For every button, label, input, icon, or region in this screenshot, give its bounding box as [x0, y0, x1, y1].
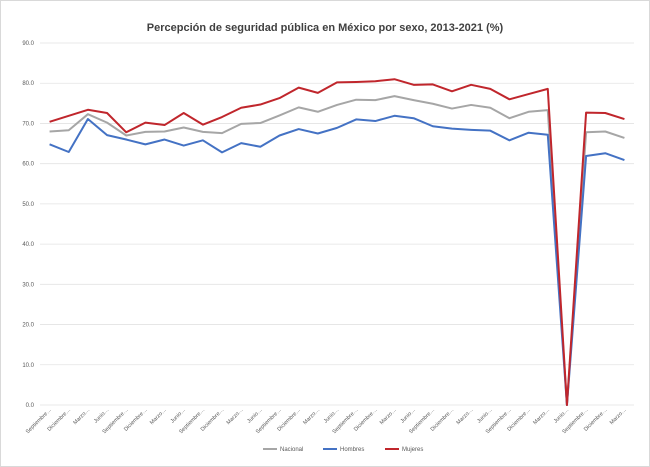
series-line-mujeres [49, 78, 625, 406]
legend-label: Hombres [340, 447, 364, 453]
x-tick-label: Marzo… [226, 407, 245, 426]
y-tick-label: 70.0 [22, 121, 34, 127]
x-tick-label: Junio… [323, 407, 340, 424]
series-line-nacional [49, 95, 625, 406]
y-tick-label: 50.0 [22, 202, 34, 208]
y-tick-label: 10.0 [22, 363, 34, 369]
x-tick-label: Junio… [93, 407, 110, 424]
x-tick-label: Junio… [553, 407, 570, 424]
x-axis-ticks: Septiembre…Diciembre… Marzo… Junio…Septiem… [25, 407, 628, 435]
series-lines [49, 78, 625, 406]
y-tick-label: 40.0 [22, 242, 34, 248]
legend-label: Mujeres [402, 447, 423, 453]
x-tick-label: Junio… [476, 407, 493, 424]
y-tick-label: 20.0 [22, 323, 34, 329]
x-tick-label: Junio… [246, 407, 263, 424]
y-tick-label: 60.0 [22, 162, 34, 168]
y-tick-label: 90.0 [22, 41, 34, 47]
x-tick-label: Marzo… [379, 407, 398, 426]
y-tick-label: 80.0 [22, 81, 34, 87]
x-tick-label: Marzo… [532, 407, 551, 426]
x-tick-label: Junio… [400, 407, 417, 424]
x-tick-label: Marzo… [72, 407, 91, 426]
y-axis-ticks: 0.0 10.0 20.0 30.0 40.0 50.0 60.0 70.0 80.0 90.0 [22, 41, 34, 409]
y-tick-label: 30.0 [22, 282, 34, 288]
x-tick-label: Junio… [170, 407, 187, 424]
x-tick-label: Marzo… [302, 407, 321, 426]
x-tick-label: Marzo… [456, 407, 475, 426]
chart-title: Percepción de seguridad pública en Méxic… [147, 22, 504, 34]
gridlines [40, 42, 634, 406]
x-tick-label: Marzo… [609, 407, 628, 426]
y-tick-label: 0.0 [26, 403, 35, 409]
legend-label: Nacional [280, 447, 303, 453]
x-tick-label: Marzo… [149, 407, 168, 426]
series-line-hombres [49, 114, 625, 406]
legend: Nacional Hombres Mujeres [263, 447, 423, 453]
